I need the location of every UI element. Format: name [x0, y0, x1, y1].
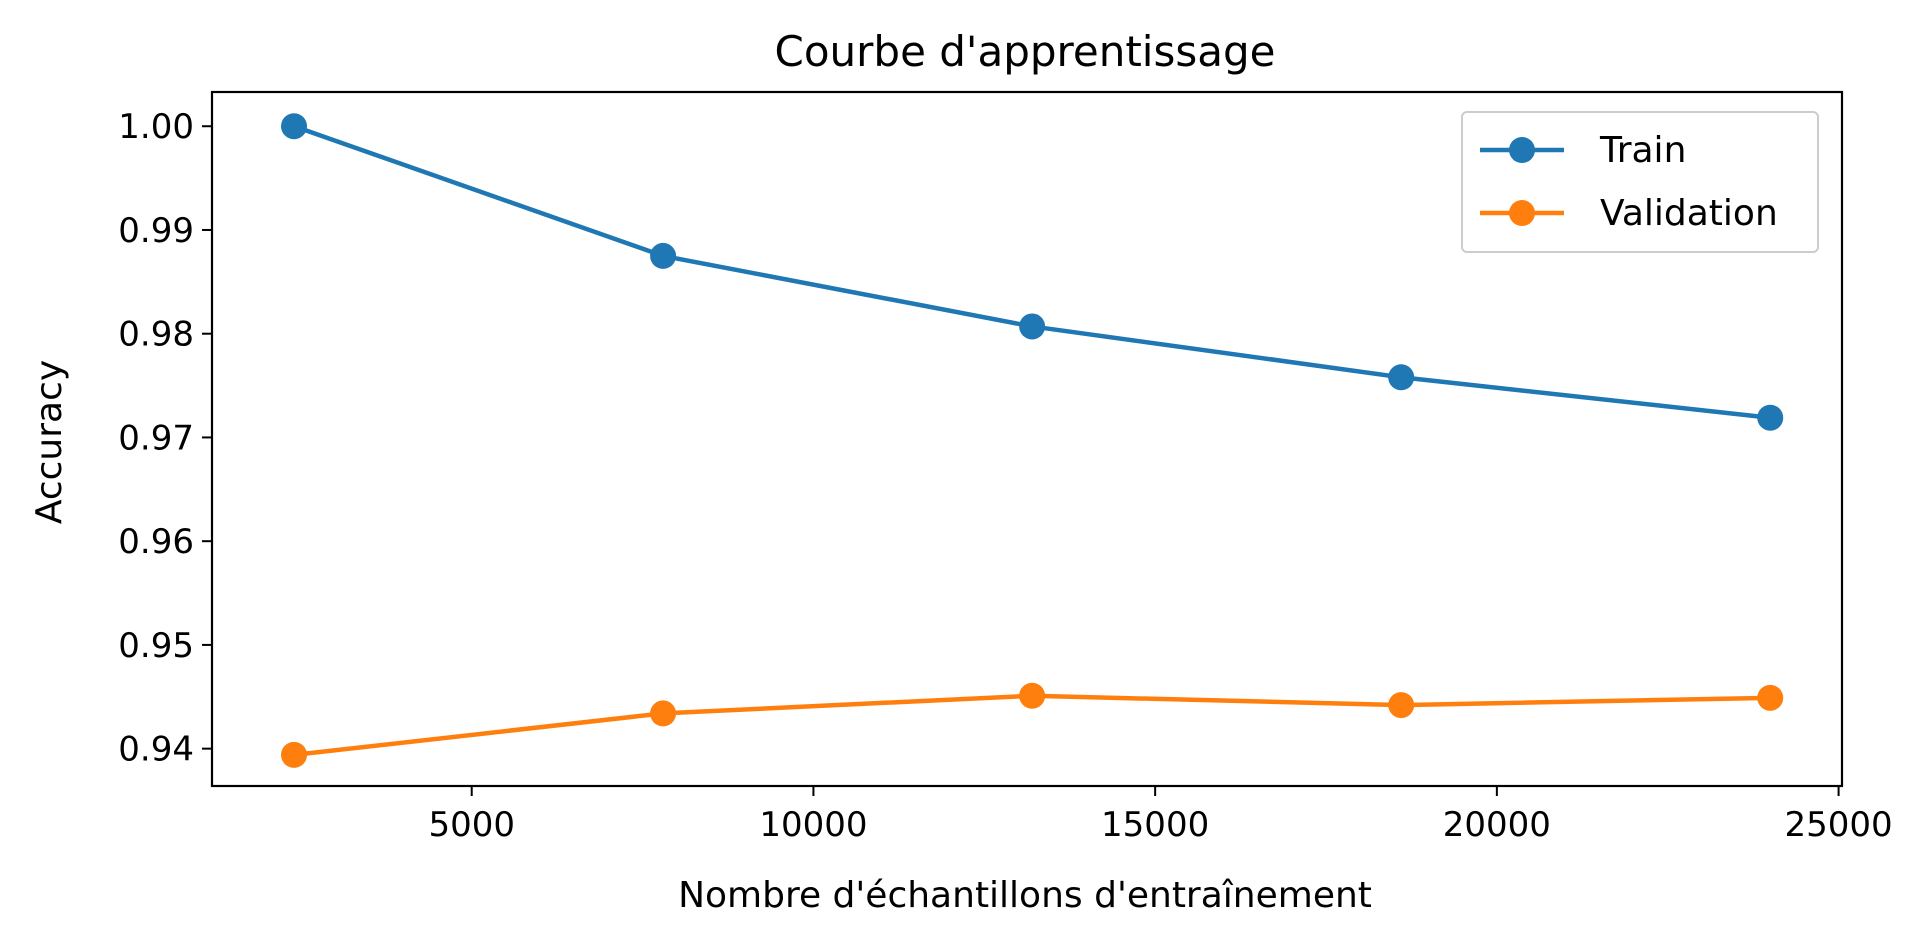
- legend-label-validation: Validation: [1600, 193, 1778, 234]
- validation-data-point: [281, 741, 308, 768]
- legend-box: [1461, 111, 1819, 253]
- x-axis-ticks: 5000 10000 15000 20000 25000: [428, 786, 1893, 845]
- train-data-point: [650, 242, 677, 269]
- x-tick-label: 10000: [759, 805, 867, 845]
- x-tick-label: 15000: [1101, 805, 1209, 845]
- legend-label-train: Train: [1599, 130, 1686, 171]
- y-tick-label: 0.97: [118, 418, 194, 458]
- y-axis-label: Accuracy: [29, 360, 70, 524]
- y-tick-label: 0.94: [118, 730, 194, 770]
- validation-data-point: [1019, 682, 1046, 709]
- y-tick-label: 1.00: [118, 107, 194, 147]
- x-tick-label: 25000: [1784, 805, 1892, 845]
- series-layer: [281, 113, 1784, 768]
- train-data-point: [1757, 404, 1784, 431]
- y-tick-label: 0.96: [118, 522, 194, 562]
- validation-data-point: [650, 700, 677, 727]
- x-axis-label: Nombre d'échantillons d'entraînement: [678, 875, 1372, 916]
- y-tick-label: 0.98: [118, 315, 194, 355]
- legend-marker-validation: [1509, 200, 1535, 226]
- x-tick-label: 20000: [1443, 805, 1551, 845]
- validation-data-point: [1388, 692, 1415, 719]
- y-tick-label: 0.99: [118, 211, 194, 251]
- train-data-point: [1388, 364, 1415, 391]
- y-tick-label: 0.95: [118, 626, 194, 666]
- chart-title: Courbe d'apprentissage: [775, 27, 1276, 76]
- train-data-point: [1019, 313, 1046, 340]
- x-tick-label: 5000: [428, 805, 515, 845]
- plot-area-frame: [210, 90, 1844, 788]
- legend: Train Validation: [1461, 111, 1819, 253]
- legend-marker-train: [1509, 137, 1535, 163]
- y-axis-ticks: 0.94 0.95 0.96 0.97 0.98 0.99 1.00: [118, 107, 212, 770]
- validation-data-point: [1757, 684, 1784, 711]
- train-data-point: [281, 113, 308, 140]
